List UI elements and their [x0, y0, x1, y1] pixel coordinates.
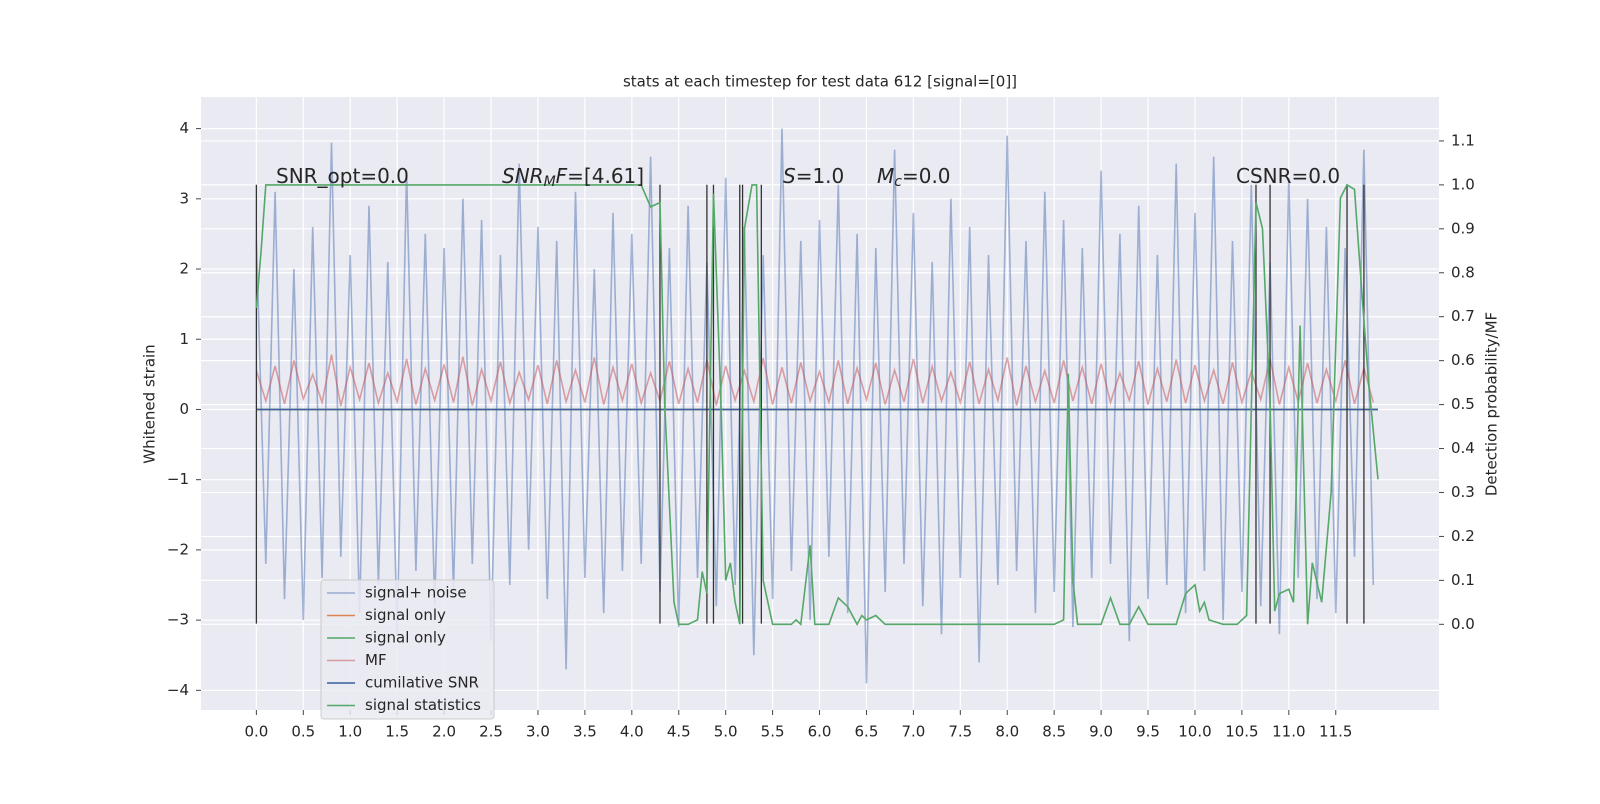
y2-tick-label: 0.0	[1451, 615, 1475, 633]
y-axis-label: Whitened strain	[141, 344, 159, 463]
y2-tick-label: 0.9	[1451, 219, 1475, 237]
x-tick-label: 8.5	[1042, 723, 1066, 741]
axes: 0.0 0.5 1.0 1.5 2.0 2.5 3.0 3.5 4.0 4.5 5.0 5.5 6.0 6…	[167, 119, 1475, 740]
annotation: SNRMF=[4.61]	[502, 164, 644, 191]
x-tick-label: 0.0	[244, 723, 268, 741]
annotation-part: SNR	[502, 164, 544, 188]
series-line	[255, 354, 1375, 407]
x-tick-label: 11.0	[1272, 723, 1305, 741]
legend: signal+ noise signal only signal only MF cum…	[320, 579, 495, 720]
x-tick-label: 8.0	[995, 723, 1019, 741]
y-tick-label: 4	[179, 119, 189, 137]
annotation-part: M	[544, 174, 556, 190]
x-tick-label: 1.0	[338, 723, 362, 741]
y-tick-label: −4	[167, 681, 189, 699]
x-tick-label: 4.0	[620, 723, 644, 741]
x-tick-label: 9.5	[1136, 723, 1160, 741]
legend-label: cumilative SNR	[365, 674, 479, 692]
annotation-part: F	[556, 164, 568, 188]
x-tick-label: 2.5	[479, 723, 503, 741]
y2-tick-label: 0.3	[1451, 483, 1475, 501]
y2-tick-label: 0.4	[1451, 439, 1475, 457]
annotation-part: c	[894, 174, 902, 190]
x-tick-label: 7.0	[901, 723, 925, 741]
annotation-part: =1.0	[796, 164, 845, 188]
annotation: S=1.0	[783, 164, 844, 188]
x-tick-label: 5.5	[761, 723, 785, 741]
x-tick-label: 1.5	[385, 723, 409, 741]
annotation-part: SNR_opt=0.0	[276, 164, 409, 188]
x-tick-label: 3.5	[573, 723, 597, 741]
annotation-part: =0.0	[902, 164, 951, 188]
marks: SNR_opt=0.0 SNRMF=[4.61] S=1.0 Mc=0.0 CSNR=0…	[255, 128, 1379, 684]
y-tick-label: 2	[179, 260, 189, 278]
annotation: SNR_opt=0.0	[276, 164, 409, 188]
legend-label: signal only	[365, 629, 446, 647]
chart-title: stats at each timestep for test data 612…	[623, 73, 1017, 91]
annotation-part: M	[877, 164, 894, 188]
x-tick-label: 0.5	[291, 723, 315, 741]
annotation: CSNR=0.0	[1236, 164, 1340, 188]
x-tick-label: 7.5	[948, 723, 972, 741]
y2-tick-label: 1.0	[1451, 175, 1475, 193]
x-tick-label: 9.0	[1089, 723, 1113, 741]
x-tick-label: 4.5	[667, 723, 691, 741]
legend-box	[320, 579, 495, 720]
y2-tick-label: 1.1	[1451, 131, 1475, 149]
y2-tick-label: 0.7	[1451, 307, 1475, 325]
y2-tick-label: 0.5	[1451, 395, 1475, 413]
y-tick-label: 0	[179, 400, 189, 418]
legend-label: signal statistics	[365, 696, 481, 714]
x-tick-label: 6.0	[808, 723, 832, 741]
y-tick-label: 1	[179, 330, 189, 348]
y2-tick-label: 0.6	[1451, 351, 1475, 369]
annotation-part: S	[783, 164, 796, 188]
x-tick-label: 5.0	[714, 723, 738, 741]
legend-label: MF	[365, 651, 387, 669]
legend-label: signal only	[365, 606, 446, 624]
y2-axis-label: Detection probability/MF	[1483, 312, 1501, 496]
y-tick-label: −2	[167, 540, 189, 558]
y-tick-label: 3	[179, 189, 189, 207]
x-tick-label: 10.5	[1225, 723, 1258, 741]
annotation: Mc=0.0	[877, 164, 951, 191]
y2-tick-label: 0.8	[1451, 263, 1475, 281]
y-tick-label: −3	[167, 611, 189, 629]
x-tick-label: 10.0	[1178, 723, 1211, 741]
annotation-part: CSNR=0.0	[1236, 164, 1340, 188]
series-line	[255, 183, 1379, 626]
legend-label: signal+ noise	[365, 584, 467, 602]
y-tick-label: −1	[167, 470, 189, 488]
y2-tick-label: 0.2	[1451, 527, 1475, 545]
x-tick-label: 11.5	[1319, 723, 1352, 741]
series-line	[255, 128, 1375, 684]
x-tick-label: 6.5	[855, 723, 879, 741]
x-tick-label: 3.0	[526, 723, 550, 741]
x-tick-label: 2.0	[432, 723, 456, 741]
y2-tick-label: 0.1	[1451, 571, 1475, 589]
annotation-part: =[4.61]	[567, 164, 644, 188]
